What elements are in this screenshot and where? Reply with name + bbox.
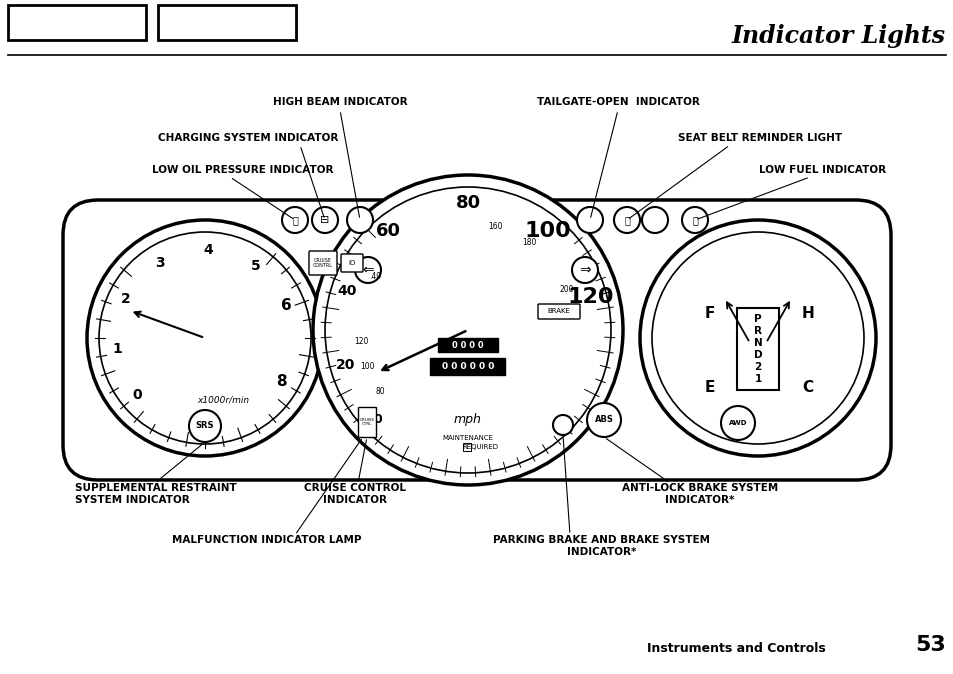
Text: ⊟: ⊟ — [320, 215, 330, 225]
Text: 1: 1 — [754, 374, 760, 384]
Text: F: F — [704, 305, 715, 321]
Text: SRS: SRS — [195, 421, 214, 431]
Text: 53: 53 — [914, 635, 945, 655]
Text: mph: mph — [454, 414, 481, 427]
Text: 8: 8 — [275, 375, 286, 390]
Text: 🛢: 🛢 — [292, 215, 297, 225]
Circle shape — [313, 175, 622, 485]
Text: 🔔: 🔔 — [623, 215, 629, 225]
Text: ANTI-LOCK BRAKE SYSTEM: ANTI-LOCK BRAKE SYSTEM — [621, 483, 778, 493]
Text: 120: 120 — [567, 287, 614, 307]
Circle shape — [189, 410, 221, 442]
Text: ABS: ABS — [594, 415, 613, 425]
Circle shape — [312, 207, 337, 233]
FancyBboxPatch shape — [340, 254, 363, 272]
Text: P: P — [754, 314, 761, 324]
Text: 160: 160 — [488, 222, 502, 231]
Text: ⇒: ⇒ — [578, 263, 590, 277]
Text: REQUIRED: REQUIRED — [461, 444, 497, 450]
Text: 6: 6 — [281, 297, 292, 313]
Text: 0 0 0 0: 0 0 0 0 — [452, 340, 483, 350]
Text: AWD: AWD — [728, 420, 746, 426]
Circle shape — [347, 207, 373, 233]
Text: LOW FUEL INDICATOR: LOW FUEL INDICATOR — [759, 165, 885, 175]
Text: 20: 20 — [335, 358, 355, 372]
Text: x1000r/min: x1000r/min — [196, 396, 249, 404]
Bar — [357, 407, 375, 437]
Circle shape — [639, 220, 875, 456]
Text: 0: 0 — [132, 388, 142, 402]
Bar — [8, 5, 146, 40]
Text: 0 0 0 0 0 0: 0 0 0 0 0 0 — [441, 362, 494, 371]
Text: 200: 200 — [559, 285, 574, 295]
Text: 80: 80 — [455, 194, 480, 212]
Text: INDICATOR*: INDICATOR* — [567, 547, 636, 557]
Text: ⇐: ⇐ — [362, 263, 374, 277]
Text: TAILGATE-OPEN  INDICATOR: TAILGATE-OPEN INDICATOR — [536, 97, 699, 107]
Text: 180: 180 — [521, 238, 536, 247]
Text: N: N — [753, 338, 761, 348]
Text: MALFUNCTION INDICATOR LAMP: MALFUNCTION INDICATOR LAMP — [172, 535, 361, 545]
Text: .40: .40 — [369, 272, 381, 281]
Text: INDICATOR*: INDICATOR* — [664, 495, 734, 505]
Circle shape — [577, 207, 602, 233]
Text: 100: 100 — [360, 362, 375, 371]
Text: H: H — [801, 305, 814, 321]
Circle shape — [641, 207, 667, 233]
Text: D: D — [753, 350, 761, 360]
FancyBboxPatch shape — [537, 304, 579, 319]
Text: INDICATOR: INDICATOR — [323, 495, 387, 505]
Circle shape — [586, 403, 620, 437]
Circle shape — [553, 415, 573, 435]
Text: CRUISE
CONTRL: CRUISE CONTRL — [313, 257, 333, 268]
Text: PARKING BRAKE AND BRAKE SYSTEM: PARKING BRAKE AND BRAKE SYSTEM — [493, 535, 710, 545]
Text: SYSTEM INDICATOR: SYSTEM INDICATOR — [75, 495, 190, 505]
Bar — [462, 443, 471, 451]
FancyBboxPatch shape — [309, 251, 336, 275]
Bar — [737, 308, 779, 390]
Text: Instruments and Controls: Instruments and Controls — [646, 642, 825, 655]
Text: 80: 80 — [375, 387, 385, 396]
Text: 5: 5 — [251, 259, 260, 273]
Text: HIGH BEAM INDICATOR: HIGH BEAM INDICATOR — [273, 97, 407, 107]
Circle shape — [614, 207, 639, 233]
Bar — [158, 5, 295, 40]
Text: IO: IO — [348, 260, 355, 266]
Text: Indicator Lights: Indicator Lights — [731, 24, 945, 48]
Bar — [430, 358, 505, 375]
Text: 100: 100 — [524, 221, 571, 241]
Text: 60: 60 — [375, 222, 400, 241]
Text: CHARGING SYSTEM INDICATOR: CHARGING SYSTEM INDICATOR — [157, 133, 337, 143]
Circle shape — [681, 207, 707, 233]
Text: MAINTENANCE: MAINTENANCE — [442, 435, 493, 441]
Text: 3: 3 — [154, 255, 164, 270]
Circle shape — [651, 232, 863, 444]
Text: C: C — [801, 381, 813, 396]
Text: ⛽: ⛽ — [691, 215, 698, 225]
Text: BRAKE: BRAKE — [547, 308, 570, 314]
Text: CRUISE CONTROL: CRUISE CONTROL — [304, 483, 406, 493]
Text: SEAT BELT REMINDER LIGHT: SEAT BELT REMINDER LIGHT — [678, 133, 841, 143]
Circle shape — [87, 220, 323, 456]
Circle shape — [325, 187, 610, 473]
Circle shape — [99, 232, 311, 444]
Circle shape — [355, 257, 380, 283]
Bar — [437, 338, 497, 352]
Text: 40: 40 — [337, 284, 356, 298]
Text: LOW OIL PRESSURE INDICATOR: LOW OIL PRESSURE INDICATOR — [152, 165, 334, 175]
Text: SUPPLEMENTAL RESTRAINT: SUPPLEMENTAL RESTRAINT — [75, 483, 236, 493]
Text: 1: 1 — [112, 342, 122, 356]
Circle shape — [720, 406, 754, 440]
Text: E: E — [704, 381, 715, 396]
Text: CRUISE
CTRL: CRUISE CTRL — [359, 418, 375, 426]
Text: 0: 0 — [374, 413, 382, 426]
Text: R: R — [753, 326, 761, 336]
Circle shape — [572, 257, 598, 283]
Text: 4: 4 — [203, 243, 213, 257]
Text: 120: 120 — [354, 337, 369, 346]
Text: 2: 2 — [754, 362, 760, 372]
FancyBboxPatch shape — [63, 200, 890, 480]
Circle shape — [282, 207, 308, 233]
Text: 2: 2 — [121, 293, 131, 307]
